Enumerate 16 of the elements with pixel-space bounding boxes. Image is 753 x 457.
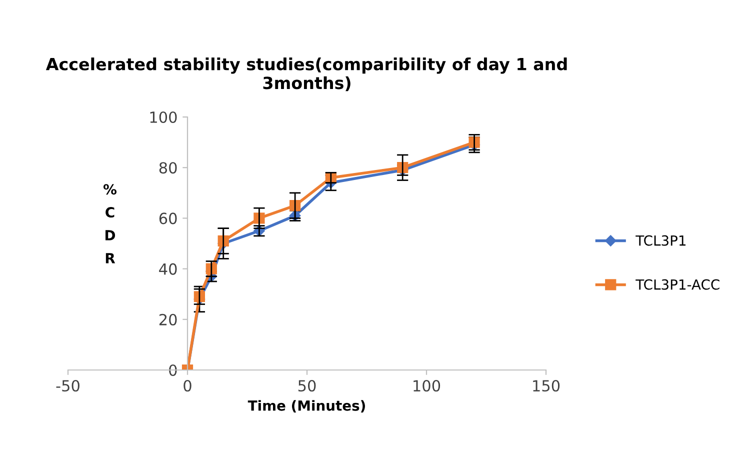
point xyxy=(289,200,301,212)
chart-title: Accelerated stability studies(comparibility of day 1 and 3months) xyxy=(46,58,567,92)
y-tick-label: 60 xyxy=(159,212,177,224)
x-tick-label: 150 xyxy=(533,380,560,392)
legend-label: TCL3P1 xyxy=(636,235,686,246)
x-tick-label: 50 xyxy=(298,380,316,392)
legend-label: TCL3P1-ACC xyxy=(636,279,720,290)
x-tick-label: 100 xyxy=(414,380,440,392)
y-tick-label: 20 xyxy=(159,314,177,326)
x-axis-title: Time (Minutes) xyxy=(248,400,365,412)
y-tick-label: 100 xyxy=(150,111,177,124)
y-axis-title: %CDR xyxy=(103,184,117,264)
y-tick-label: 40 xyxy=(159,263,177,275)
y-tick-label: 80 xyxy=(159,162,177,174)
x-tick-label: 0 xyxy=(184,380,192,392)
x-tick-label: -50 xyxy=(56,380,80,392)
